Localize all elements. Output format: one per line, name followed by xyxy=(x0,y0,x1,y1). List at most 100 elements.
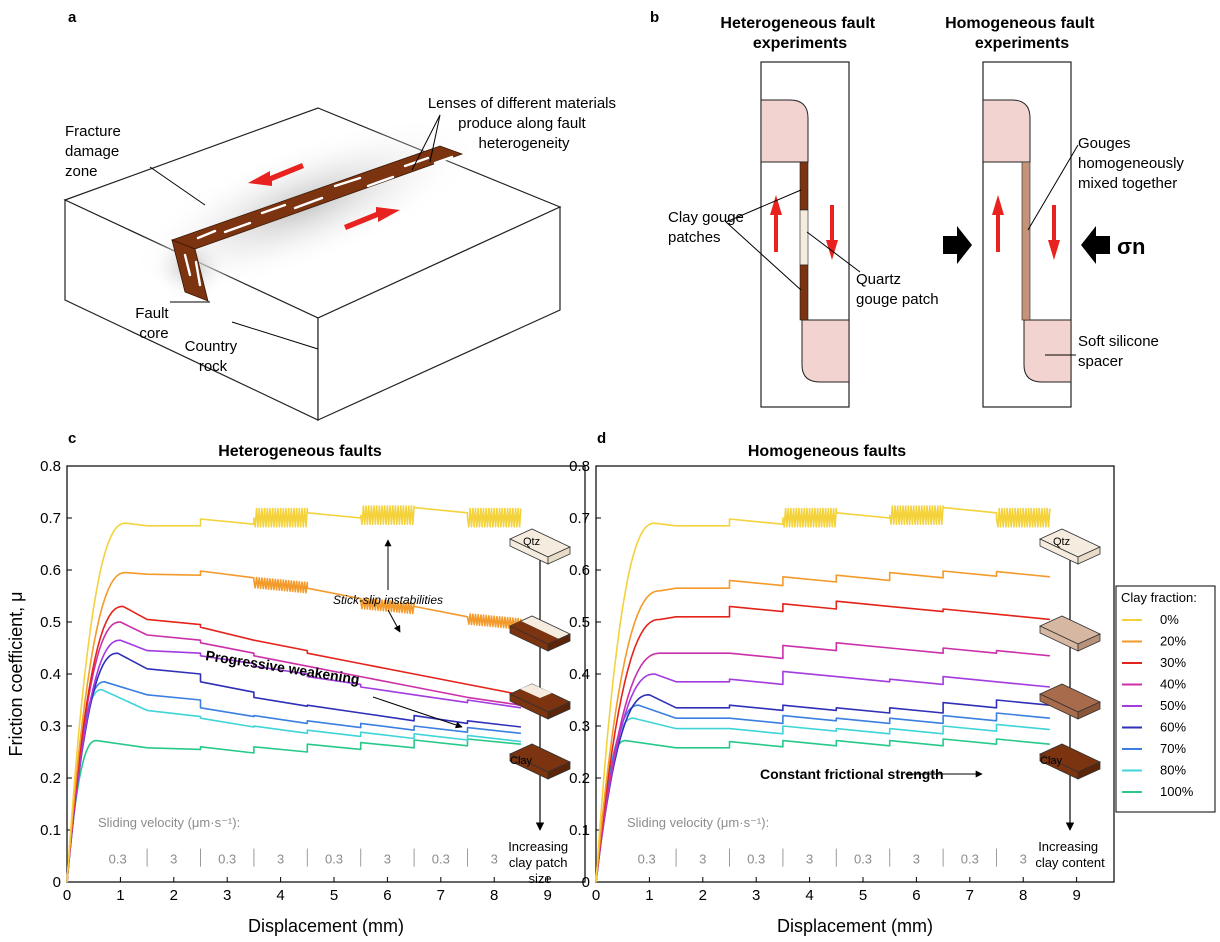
heterogeneous-top-spacer xyxy=(760,99,809,163)
stick-slip-label: Stick-slip instabilities xyxy=(333,593,443,607)
homogeneous-slip-arrow-down xyxy=(1048,205,1060,260)
normal-stress-arrow-right xyxy=(1081,226,1110,264)
chart-d-title: Homogeneous faults xyxy=(748,443,906,460)
x-tick-label: 8 xyxy=(490,887,498,904)
y-tick-label: 0.1 xyxy=(40,822,61,839)
x-tick-label: 2 xyxy=(699,887,707,904)
legend-box xyxy=(1115,585,1216,813)
normal-stress-arrow-left xyxy=(943,226,972,264)
chart-c-series xyxy=(66,505,522,883)
x-tick-label: 4 xyxy=(276,887,284,904)
y-tick-label: 0.7 xyxy=(569,510,590,527)
velocity-step-label: 3 xyxy=(170,852,177,867)
y-tick-label: 0 xyxy=(582,874,590,891)
homogeneous-bottom-spacer xyxy=(1023,319,1072,383)
lenses-leader-2 xyxy=(429,114,441,163)
x-tick-label: 0 xyxy=(63,887,71,904)
stack-c-block-large-clay xyxy=(509,683,571,720)
x-tick-label: 1 xyxy=(645,887,653,904)
panel-label-d: d xyxy=(597,430,606,447)
damage-zone-label: Fracture damage zone xyxy=(65,123,125,180)
lenses-leader-1 xyxy=(411,114,441,171)
svg-text:Qtz: Qtz xyxy=(523,536,540,548)
sigma-n-label: σn xyxy=(1117,234,1146,259)
fault-core-label: Fault core xyxy=(135,305,173,342)
velocity-step-label: 0.3 xyxy=(638,852,656,867)
damage-zone-leader xyxy=(149,166,206,206)
stack-d-block-light-mix xyxy=(1039,615,1101,652)
constant-strength-label: Constant frictional strength xyxy=(760,766,944,782)
series-line-20pct xyxy=(595,570,1050,883)
y-tick-label: 0.6 xyxy=(40,562,61,579)
heterogeneous-slip-arrow-up xyxy=(770,195,782,252)
stick-slip-arrow-down xyxy=(387,609,401,633)
velocity-step-label: 3 xyxy=(806,852,813,867)
x-tick-label: 1 xyxy=(116,887,124,904)
velocity-step-label: 3 xyxy=(384,852,391,867)
x-tick-label: 4 xyxy=(805,887,813,904)
chart-c-block-stack: Qtz Clay Increasing clay patch size xyxy=(508,528,571,886)
block-side-face xyxy=(317,206,561,421)
quartz-patch-label: Quartz gouge patch xyxy=(856,271,939,308)
series-line-40pct xyxy=(595,642,1050,883)
y-tick-label: 0.7 xyxy=(40,510,61,527)
legend-label: 70% xyxy=(1160,741,1186,756)
chart-d-velocity-label: Sliding velocity (μm·s⁻¹): xyxy=(627,815,769,830)
chart-d-ticks: 0 1 2 3 4 5 6 7 8 9 0 0.1 0.2 0.3 0.4 0.5 0.6 0.7 0.8 xyxy=(569,458,1081,904)
chart-c-velocity-label: Sliding velocity (μm·s⁻¹): xyxy=(98,815,240,830)
x-tick-label: 9 xyxy=(1072,887,1080,904)
chart-d-block-stack: Qtz Clay Increasing clay content xyxy=(1035,528,1105,870)
panel-label-b: b xyxy=(650,9,659,26)
x-tick-label: 7 xyxy=(966,887,974,904)
panel-a: a Fracture damage xyxy=(63,9,616,421)
series-line-70pct xyxy=(595,704,1050,883)
velocity-step-label: 0.3 xyxy=(747,852,765,867)
homogeneous-slip-arrow-up xyxy=(992,195,1004,252)
legend-label: 20% xyxy=(1160,634,1186,649)
legend-label: 0% xyxy=(1160,612,1179,627)
chart-c-title: Heterogeneous faults xyxy=(218,443,382,460)
heterogeneous-experiments-title: Heterogeneous fault experiments xyxy=(720,15,879,52)
panel-label-a: a xyxy=(68,9,77,26)
spacer-label: Soft silicone spacer xyxy=(1078,333,1163,370)
svg-text:Qtz: Qtz xyxy=(1053,536,1070,548)
x-tick-label: 5 xyxy=(330,887,338,904)
x-tick-label: 5 xyxy=(859,887,867,904)
stack-d-block-qtz: Qtz xyxy=(1039,528,1101,565)
y-tick-label: 0.1 xyxy=(569,822,590,839)
y-tick-label: 0.4 xyxy=(40,666,61,683)
velocity-step-label: 3 xyxy=(913,852,920,867)
clay-patch-leader-2 xyxy=(725,221,802,291)
slip-arrow-left xyxy=(248,163,304,186)
quartz-patch xyxy=(799,209,809,266)
svg-text:Clay: Clay xyxy=(510,755,533,767)
series-line-70pct xyxy=(66,681,521,883)
stack-c-block-clay: Clay xyxy=(509,743,571,780)
panel-b: b Heterogeneous fault experiments Homoge… xyxy=(650,9,1184,408)
velocity-step-label: 3 xyxy=(699,852,706,867)
x-tick-label: 6 xyxy=(912,887,920,904)
clay-patch-lower xyxy=(799,264,809,321)
chart-d-velocity-steps: 0.3 3 0.3 3 0.3 3 0.3 3 xyxy=(638,848,1027,867)
y-tick-label: 0.2 xyxy=(569,770,590,787)
legend-label: 40% xyxy=(1160,677,1186,692)
velocity-step-label: 3 xyxy=(491,852,498,867)
velocity-step-label: 0.3 xyxy=(854,852,872,867)
country-rock-label: Country rock xyxy=(185,338,242,375)
clay-patches-label: Clay gouge patches xyxy=(668,209,748,246)
x-tick-label: 9 xyxy=(543,887,551,904)
legend-label: 60% xyxy=(1160,720,1186,735)
legend-label: 30% xyxy=(1160,655,1186,670)
legend-label: 80% xyxy=(1160,763,1186,778)
y-tick-label: 0.8 xyxy=(40,458,61,475)
velocity-step-label: 3 xyxy=(277,852,284,867)
mixed-gouge xyxy=(1021,161,1031,321)
clay-patch-upper xyxy=(799,161,809,211)
legend: Clay fraction: 0% 20% 30% 40% 50% 60% 70% 80% 10… xyxy=(1115,585,1216,813)
series-line-30pct xyxy=(66,605,522,883)
series-line-100pct xyxy=(595,738,1050,883)
legend-label: 100% xyxy=(1160,784,1194,799)
chart-c-x-axis-label: Displacement (mm) xyxy=(248,916,404,936)
y-tick-label: 0 xyxy=(53,874,61,891)
